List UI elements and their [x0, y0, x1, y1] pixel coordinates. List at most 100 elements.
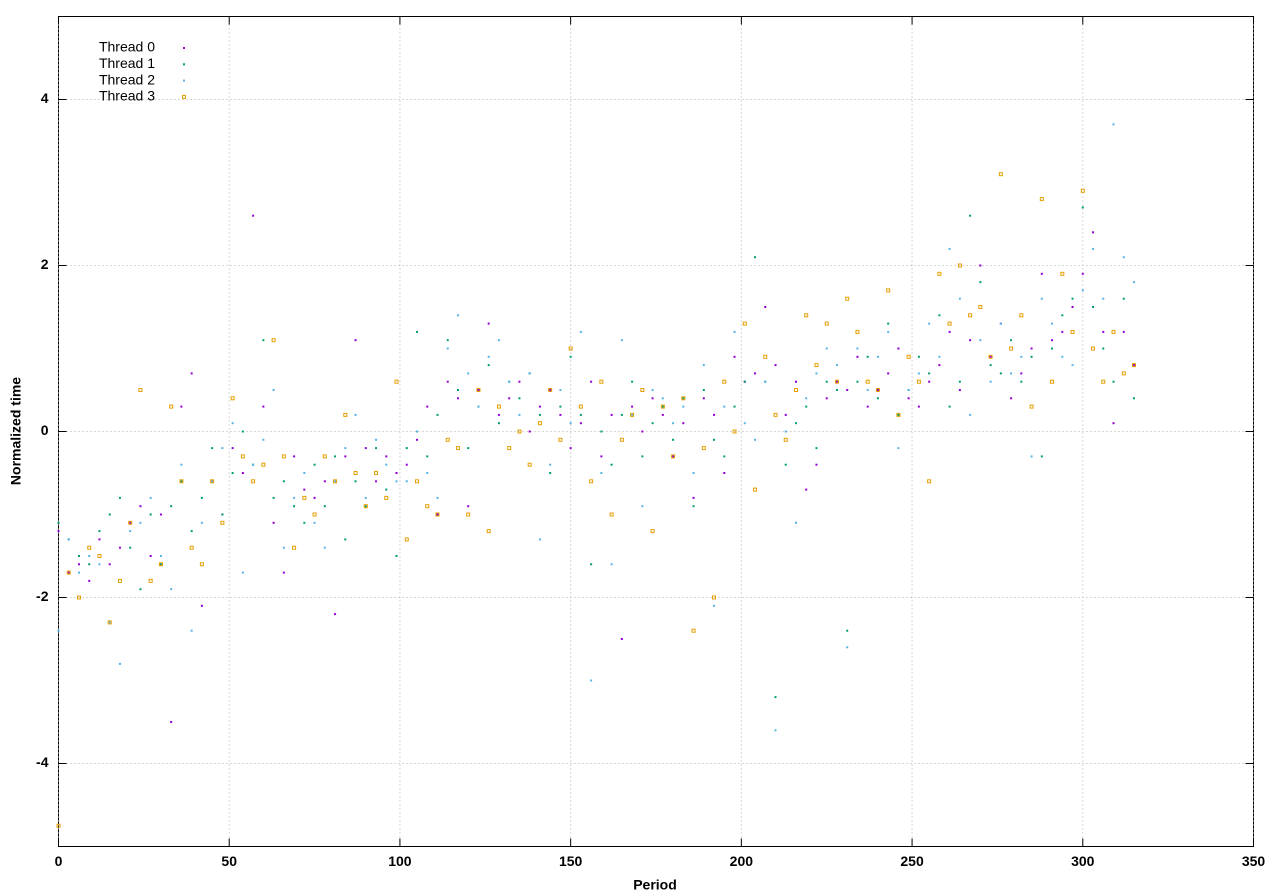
point: [825, 347, 828, 350]
point: [764, 306, 767, 308]
point: [814, 363, 819, 368]
point: [77, 571, 80, 574]
point: [1030, 455, 1033, 458]
point: [620, 413, 623, 416]
point: [1133, 281, 1135, 284]
point: [846, 629, 849, 632]
point: [118, 546, 121, 549]
point: [846, 389, 849, 391]
point: [784, 463, 787, 466]
point: [385, 488, 388, 491]
legend-label: Thread 1: [99, 55, 155, 71]
point: [1080, 188, 1085, 193]
point: [1122, 256, 1125, 259]
point: [661, 413, 664, 416]
point: [559, 389, 562, 391]
point: [476, 388, 481, 392]
point: [1071, 297, 1074, 300]
point: [1051, 322, 1054, 325]
point: [743, 380, 746, 383]
point: [281, 454, 286, 459]
point: [559, 405, 562, 408]
point: [415, 479, 419, 484]
point: [1039, 197, 1044, 202]
point: [834, 379, 839, 384]
point: [712, 595, 717, 600]
point: [1081, 206, 1084, 209]
point: [784, 413, 787, 416]
point: [682, 422, 685, 425]
point: [416, 330, 418, 333]
point: [211, 447, 214, 450]
point: [641, 505, 644, 508]
point: [467, 372, 470, 375]
point: [1060, 271, 1065, 276]
point: [958, 297, 961, 300]
point: [538, 413, 541, 416]
point: [384, 495, 389, 500]
point: [887, 322, 890, 325]
point: [1091, 346, 1096, 351]
point: [148, 578, 153, 583]
point: [364, 505, 367, 508]
point: [999, 372, 1002, 375]
point: [210, 479, 215, 484]
point: [579, 422, 582, 425]
point: [67, 538, 70, 541]
point: [149, 496, 152, 499]
point: [805, 405, 808, 408]
point: [692, 472, 695, 474]
point: [88, 563, 91, 566]
point: [240, 454, 245, 459]
point: [713, 604, 716, 607]
point: [916, 379, 921, 384]
point: [651, 389, 654, 391]
point: [774, 696, 777, 699]
point: [1009, 346, 1014, 351]
point: [815, 447, 818, 450]
legend-label: Thread 2: [99, 71, 155, 87]
point: [610, 563, 613, 566]
point: [323, 546, 326, 549]
point: [569, 422, 572, 425]
point: [631, 405, 634, 408]
point: [1070, 329, 1075, 334]
point: [733, 405, 736, 408]
x-tick-label: 150: [559, 853, 583, 869]
point: [241, 571, 244, 574]
point: [907, 397, 910, 400]
point: [98, 530, 101, 533]
point: [1111, 329, 1116, 334]
point: [1020, 380, 1023, 383]
point: [897, 347, 900, 350]
point: [1010, 339, 1013, 342]
y-tick-label: 4: [41, 90, 49, 106]
point: [528, 430, 531, 433]
point: [231, 472, 234, 474]
point: [969, 339, 972, 342]
point: [344, 447, 347, 450]
point: [793, 388, 798, 392]
point: [344, 538, 347, 541]
point: [107, 620, 112, 625]
legend-marker: [183, 47, 185, 49]
point: [723, 472, 726, 474]
point: [979, 281, 982, 284]
point: [805, 397, 808, 400]
point: [497, 339, 500, 342]
point: [876, 389, 879, 391]
point: [969, 214, 972, 217]
point: [221, 513, 224, 516]
point: [856, 380, 859, 383]
point: [723, 455, 726, 458]
point: [672, 422, 675, 425]
point: [1061, 330, 1064, 333]
point: [774, 364, 777, 367]
y-axis-label: Normalized time: [8, 377, 24, 485]
point: [1092, 247, 1095, 250]
point: [446, 380, 449, 383]
point: [569, 355, 572, 358]
point: [354, 413, 357, 416]
point: [199, 562, 204, 567]
point: [1071, 306, 1074, 308]
